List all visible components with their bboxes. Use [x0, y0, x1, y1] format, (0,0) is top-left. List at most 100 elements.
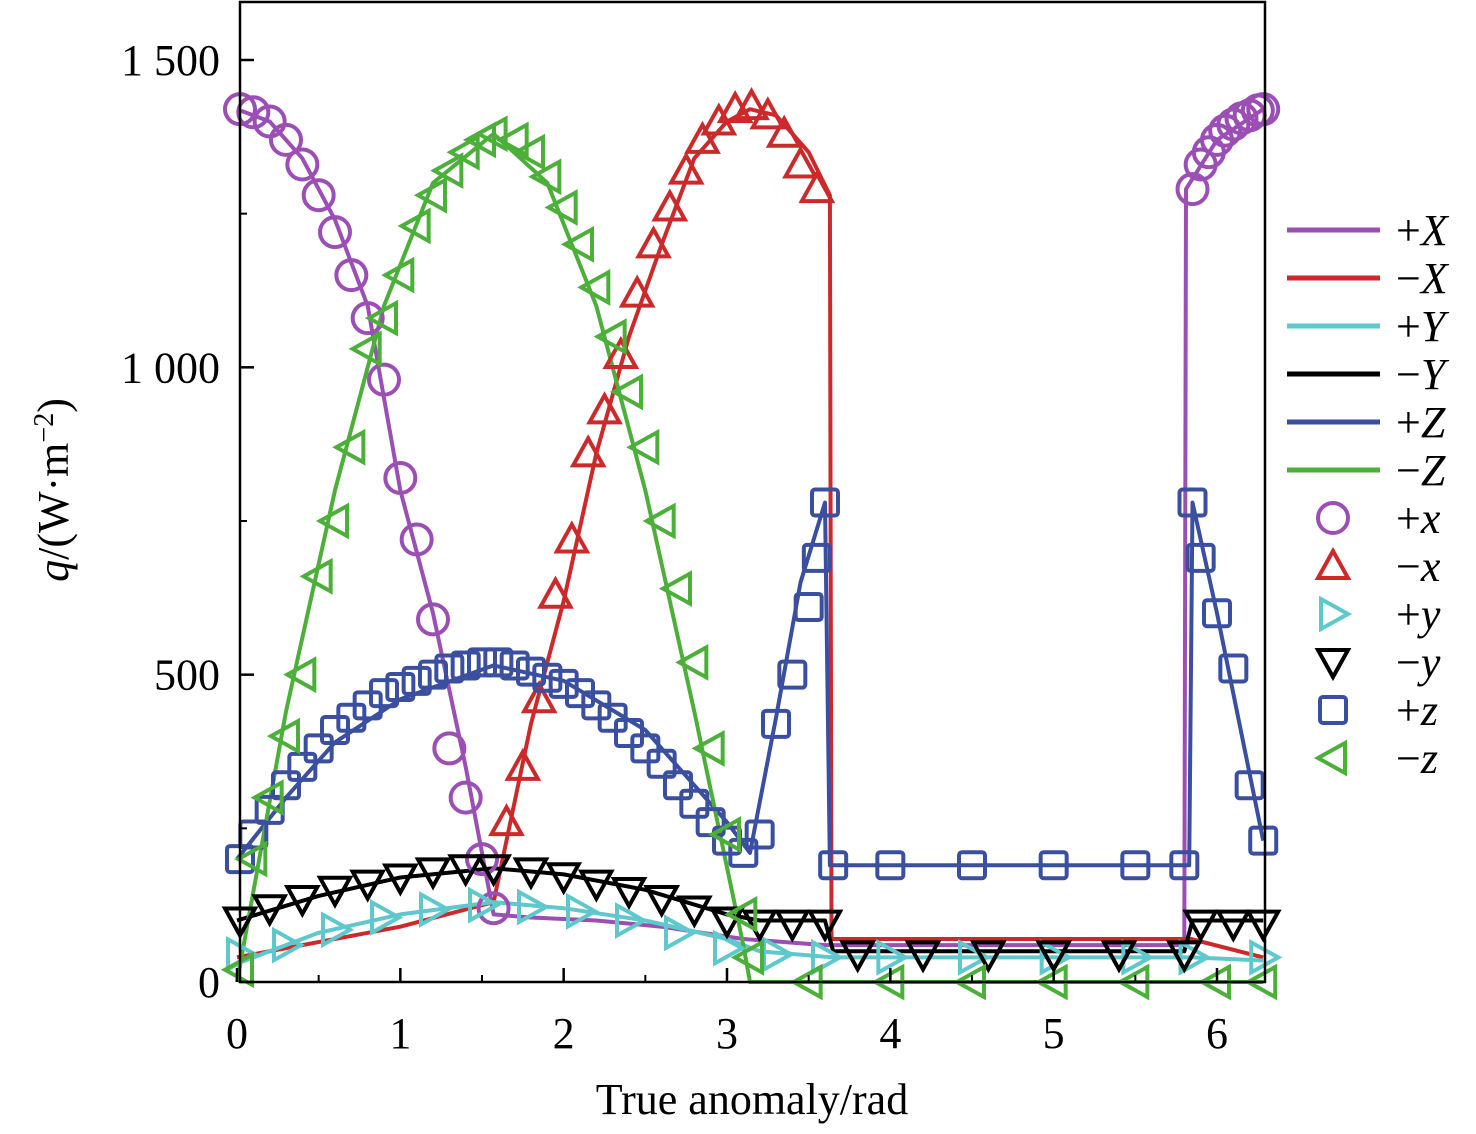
legend-label: +X — [1396, 206, 1450, 255]
x-tick-label: 4 — [879, 1009, 901, 1058]
data-point-marker — [765, 114, 803, 148]
y-axis-title-unit: /(W·m — [29, 443, 78, 560]
legend-item: +X — [1287, 206, 1450, 255]
data-point-marker — [679, 788, 710, 819]
data-point-marker — [643, 885, 681, 919]
legend-item: +z — [1318, 686, 1438, 735]
data-point-marker — [761, 708, 791, 739]
series-line-path — [236, 107, 1264, 960]
x-tick-label: 0 — [226, 1009, 248, 1058]
data-point-marker — [957, 850, 987, 881]
data-point-marker — [667, 151, 705, 185]
plot-frame — [238, 0, 1267, 984]
data-point-marker — [413, 176, 447, 214]
data-point-marker — [969, 940, 1007, 974]
data-point-marker — [517, 888, 551, 926]
legend-item: −x — [1314, 542, 1441, 591]
x-tick-label: 5 — [1043, 1009, 1065, 1058]
legend-item: +Y — [1287, 302, 1450, 351]
legend-label: −y — [1396, 638, 1441, 687]
legend-marker-swatch — [1319, 595, 1353, 633]
data-point-marker — [876, 939, 910, 976]
legend-item: −y — [1314, 638, 1441, 687]
x-tick-label: 2 — [553, 1009, 575, 1058]
legend-item: +x — [1316, 494, 1441, 543]
data-point-marker — [446, 133, 480, 171]
data-point-marker — [646, 748, 677, 779]
data-point-marker — [299, 557, 333, 595]
data-point-marker — [1121, 939, 1155, 976]
data-point-marker — [635, 225, 672, 259]
data-point-marker — [741, 909, 779, 943]
data-point-marker — [397, 207, 431, 245]
data-point-marker — [806, 909, 844, 943]
data-point-marker — [528, 158, 562, 196]
data-point-marker — [269, 122, 303, 157]
data-point-marker — [301, 178, 336, 213]
data-point-marker — [475, 854, 512, 888]
legend-item: −z — [1313, 734, 1438, 783]
data-point-marker — [303, 733, 334, 764]
data-point-marker — [904, 940, 942, 974]
data-point-marker — [749, 96, 787, 130]
x-axis-ticks: 0 1 2 3 4 5 6 — [226, 968, 1228, 1058]
data-point-marker — [1214, 909, 1252, 943]
y-tick-label: 500 — [154, 651, 220, 700]
data-point-marker — [418, 659, 448, 690]
data-point-marker — [730, 939, 765, 976]
data-point-marker — [875, 850, 906, 881]
data-point-marker — [512, 857, 550, 891]
legend-item: −Y — [1287, 350, 1450, 399]
data-point-marker — [810, 487, 840, 518]
data-point-marker — [432, 731, 467, 766]
data-point-marker — [1234, 770, 1265, 801]
legend-item: +Z — [1287, 398, 1446, 447]
data-point-marker — [1218, 653, 1249, 684]
x-tick-label: 6 — [1206, 1009, 1228, 1058]
data-point-marker — [369, 678, 399, 709]
legend-label: +x — [1396, 494, 1441, 543]
data-point-marker — [1182, 909, 1220, 943]
series-markers-+z — [225, 487, 1279, 881]
data-point-marker — [1175, 172, 1210, 207]
data-point-marker — [266, 717, 300, 755]
data-point-marker — [1244, 909, 1282, 943]
data-point-marker — [447, 854, 485, 888]
data-point-marker — [675, 895, 713, 929]
legend-label: +Y — [1396, 302, 1450, 351]
data-point-marker — [626, 428, 660, 466]
data-point-marker — [1202, 598, 1232, 629]
data-point-marker — [434, 653, 465, 684]
legend-item: −Z — [1287, 446, 1446, 495]
y-axis-title-exponent: −2 — [29, 413, 60, 443]
legend-item: +y — [1319, 590, 1441, 639]
data-point-marker — [315, 502, 349, 540]
data-point-marker — [511, 133, 545, 171]
data-point-marker — [691, 730, 725, 767]
data-point-marker — [1165, 940, 1203, 974]
data-point-marker — [474, 115, 508, 153]
data-point-marker — [811, 939, 845, 976]
data-point-marker — [728, 837, 759, 868]
data-point-marker — [364, 299, 398, 337]
data-point-marker — [593, 318, 627, 355]
data-point-marker — [465, 842, 499, 877]
data-point-marker — [577, 269, 611, 306]
data-point-marker — [399, 522, 434, 557]
data-point-marker — [566, 892, 600, 930]
data-point-marker — [708, 906, 746, 940]
data-point-marker — [614, 718, 644, 749]
data-point-marker — [724, 895, 758, 933]
legend-label: −Z — [1396, 446, 1446, 495]
series-line-+Z — [235, 500, 1266, 868]
data-point-marker — [609, 373, 643, 411]
data-point-marker — [1038, 850, 1069, 881]
data-point-marker — [744, 819, 775, 850]
legend-label: −X — [1396, 254, 1450, 303]
data-point-marker — [618, 274, 656, 308]
legend-label: −z — [1396, 734, 1438, 783]
data-point-marker — [381, 863, 419, 897]
data-point-marker — [476, 891, 511, 926]
data-point-marker — [383, 460, 418, 495]
data-point-marker — [1248, 825, 1279, 856]
